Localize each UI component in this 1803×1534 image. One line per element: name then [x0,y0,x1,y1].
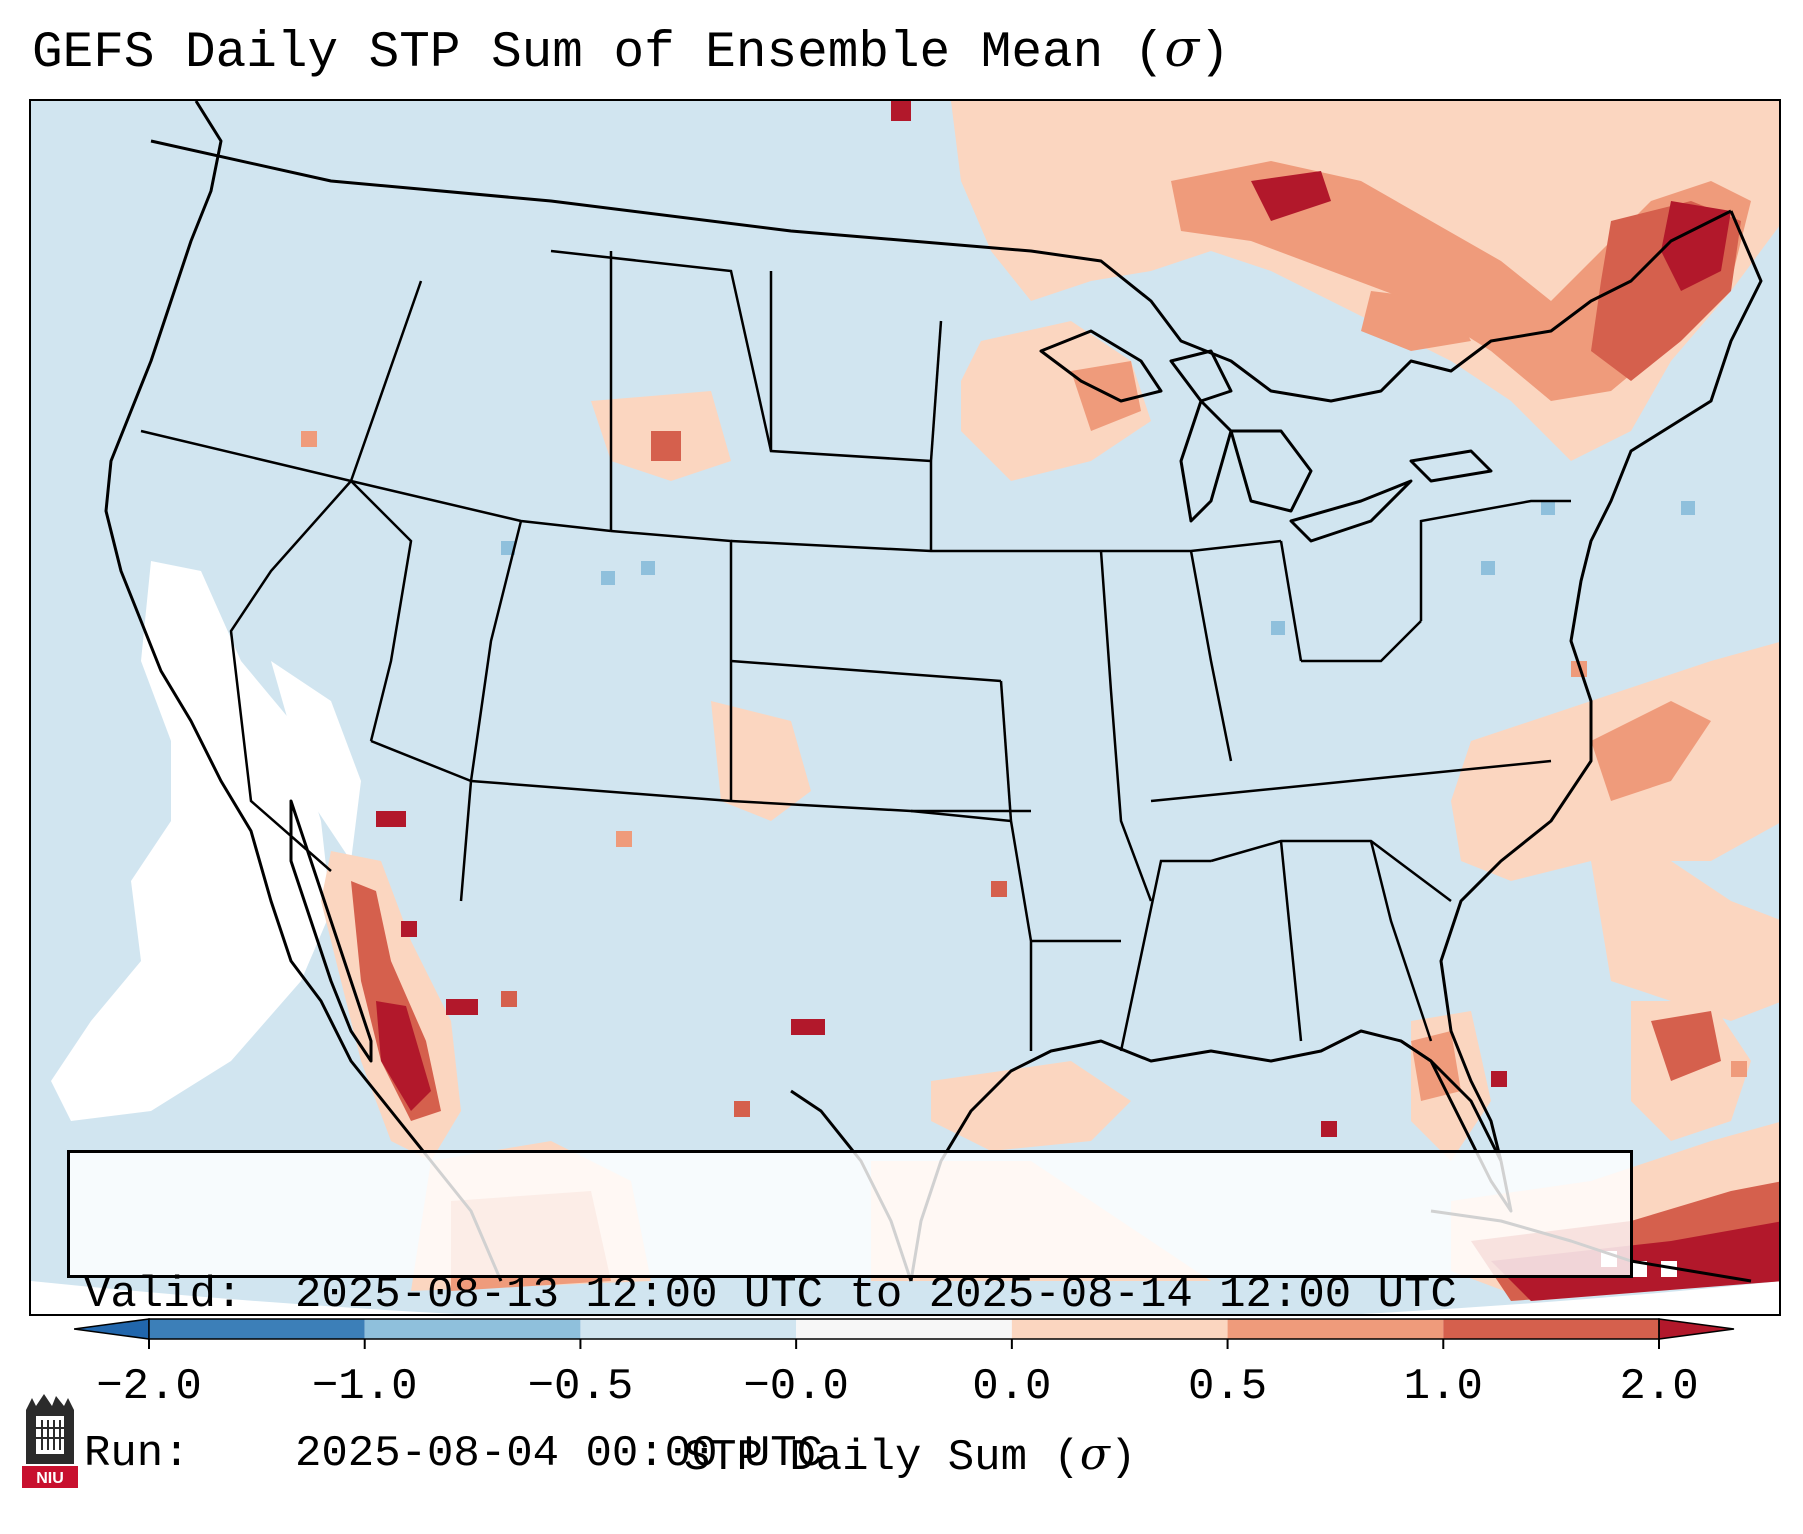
colorbar-tick-label: −1.0 [312,1362,418,1412]
colorbar [74,1318,1744,1354]
colorbar-tick-label: 2.0 [1619,1362,1698,1412]
niu-logo: NIU [22,1392,78,1488]
valid-value: 2025-08-13 12:00 UTC to 2025-08-14 12:00… [295,1269,1457,1322]
colorbar-bin [796,1319,1012,1339]
colorbar-bin [149,1319,365,1339]
logo-text: NIU [36,1470,64,1487]
colorbar-bin [1012,1319,1228,1339]
colorbar-bin [365,1319,581,1339]
run-label: Run: [84,1428,295,1481]
colorbar-bin [1228,1319,1444,1339]
colorbar-tick-label: −0.5 [528,1362,634,1412]
colorbar-tick-label: 0.0 [972,1362,1051,1412]
colorbar-bin [1443,1319,1659,1339]
map-panel [29,99,1781,1316]
colorbar-bin [580,1319,796,1339]
colorbar-tick-label: 1.0 [1404,1362,1483,1412]
colorbar-tick-label: −0.0 [743,1362,849,1412]
colorbar-tick-label: 0.5 [1188,1362,1267,1412]
colorbar-label: STP Daily Sum (σ) [684,1428,1137,1485]
colorbar-tick-label: −2.0 [96,1362,202,1412]
valid-label: Valid: [84,1269,295,1322]
colorbar-over-arrow [1659,1319,1734,1339]
chart-title: GEFS Daily STP Sum of Ensemble Mean (σ) [32,20,1230,84]
colorbar-under-arrow [74,1319,149,1339]
validity-info-box: Valid: 2025-08-13 12:00 UTC to 2025-08-14… [67,1150,1633,1278]
